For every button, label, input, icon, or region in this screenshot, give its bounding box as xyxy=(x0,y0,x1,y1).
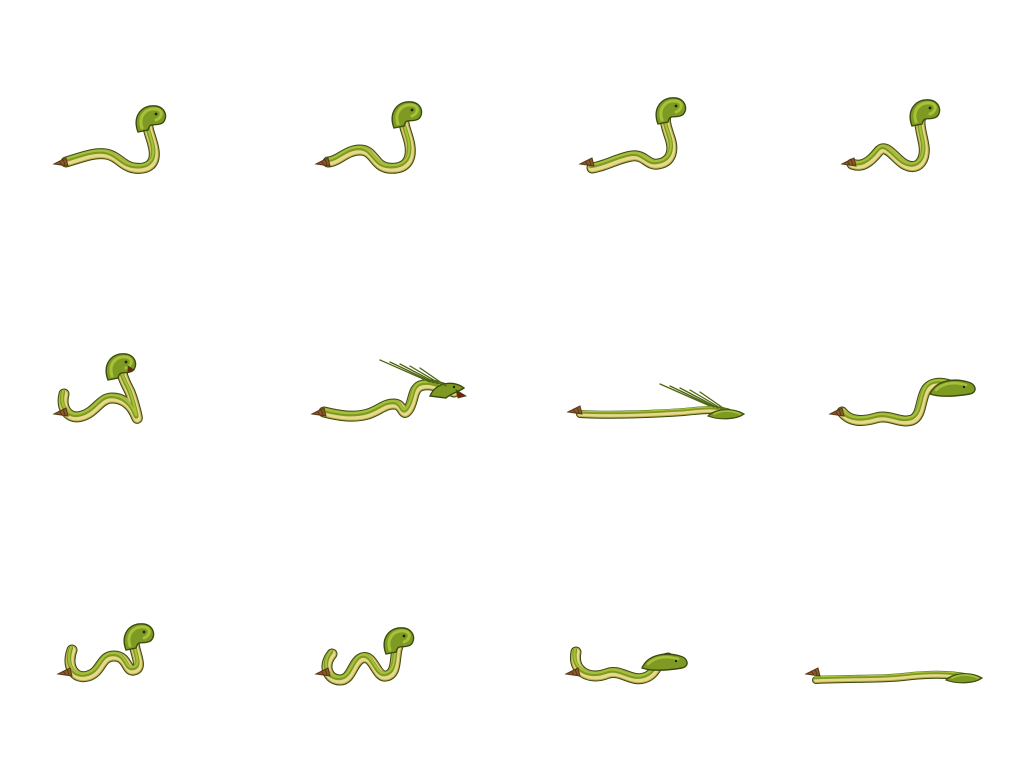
spike-fins-icon xyxy=(379,359,447,387)
snake-head-icon xyxy=(929,379,976,397)
rattle-icon xyxy=(56,667,73,677)
rattle-icon xyxy=(828,407,845,417)
spike-fins-icon xyxy=(659,383,727,411)
snake-head-icon xyxy=(379,359,468,399)
sprite-frame-slither-1 xyxy=(56,623,155,683)
snake-head-icon xyxy=(123,623,155,651)
sprite-frame-recover-slither xyxy=(828,377,976,427)
rattle-icon xyxy=(314,667,331,677)
snake-head-icon xyxy=(909,99,941,127)
rattle-icon xyxy=(314,157,331,167)
sprite-frame-coil-rear-1 xyxy=(52,105,167,174)
snake-head-icon xyxy=(105,353,137,381)
rattle-icon xyxy=(310,407,327,417)
rattle-icon xyxy=(804,667,821,677)
sprite-frame-slither-3 xyxy=(564,646,688,685)
sprite-frame-coil-strike-prep xyxy=(52,353,143,424)
snake-head-icon xyxy=(655,97,687,125)
snake-head-icon xyxy=(944,673,984,684)
snake-head-icon xyxy=(659,383,746,420)
sprite-frame-slither-flat xyxy=(804,667,984,684)
rattle-icon xyxy=(566,405,583,415)
sprite-frame-coil-rear-3 xyxy=(578,97,687,174)
rattle-icon xyxy=(578,157,595,167)
rattle-icon xyxy=(564,667,581,677)
sprite-frame-strike-full-extend xyxy=(566,383,746,420)
rattle-icon xyxy=(840,157,857,167)
rattle-icon xyxy=(52,157,69,167)
frames-layer xyxy=(52,97,984,686)
rattle-icon xyxy=(52,407,69,417)
sprite-frame-coil-rear-2 xyxy=(314,101,423,174)
snake-head-icon xyxy=(383,627,415,655)
sprite-frame-coil-rear-4 xyxy=(840,99,941,173)
snake-head-icon xyxy=(641,653,688,671)
snake-head-icon xyxy=(135,105,167,133)
snake-head-icon xyxy=(391,101,423,129)
sprite-frame-slither-2 xyxy=(314,627,415,686)
sprite-frame-strike-open-mouth xyxy=(310,359,468,422)
